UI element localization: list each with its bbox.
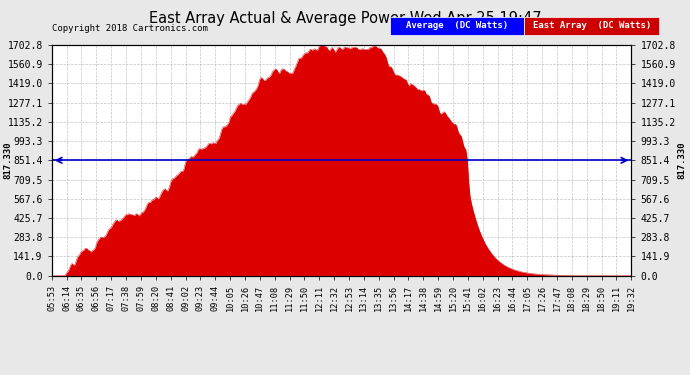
Text: Average  (DC Watts): Average (DC Watts) <box>406 21 509 30</box>
Text: East Array Actual & Average Power Wed Apr 25 19:47: East Array Actual & Average Power Wed Ap… <box>148 10 542 26</box>
Text: 817.330: 817.330 <box>3 141 13 179</box>
Text: 817.330: 817.330 <box>677 141 687 179</box>
Text: Copyright 2018 Cartronics.com: Copyright 2018 Cartronics.com <box>52 24 208 33</box>
Text: East Array  (DC Watts): East Array (DC Watts) <box>533 21 651 30</box>
